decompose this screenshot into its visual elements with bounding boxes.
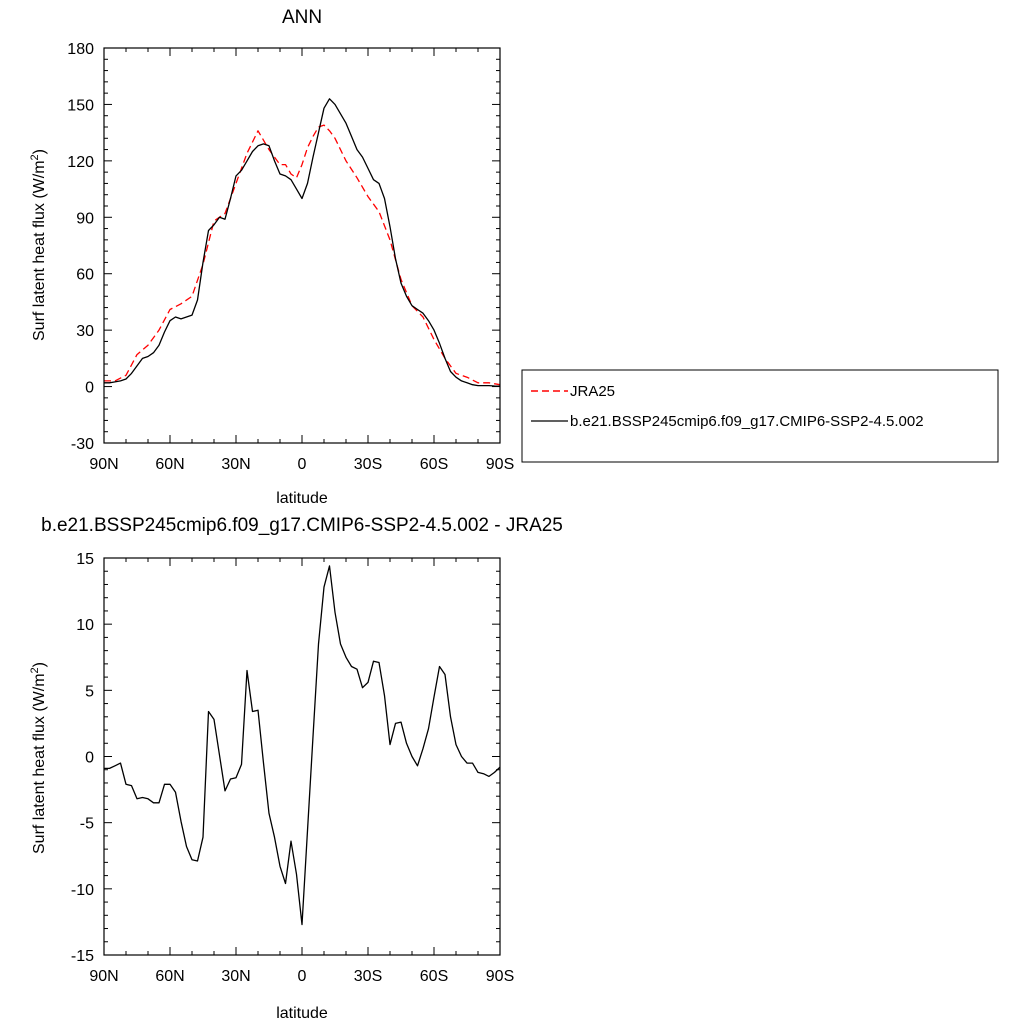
x-axis-title: latitude <box>276 490 328 507</box>
series-line-2 <box>104 98 501 387</box>
y-tick-label: 180 <box>67 41 94 58</box>
y-axis-title: Surf latent heat flux (W/m2) <box>29 662 48 854</box>
panel-ann: ANN latitude Surf latent heat flux (W/m2… <box>29 7 999 507</box>
plot-lines <box>104 565 501 926</box>
y-tick-label: -10 <box>71 882 94 899</box>
x-tick-label: 0 <box>298 968 307 985</box>
y-axis-title-sup: 2 <box>29 154 41 160</box>
y-tick-label: 0 <box>85 380 94 397</box>
chart-title: ANN <box>282 7 322 28</box>
series-line-1 <box>104 124 501 386</box>
y-tick-label: -30 <box>71 436 94 453</box>
y-axis-title: Surf latent heat flux (W/m2) <box>29 149 48 341</box>
x-tick-label: 90N <box>89 456 118 473</box>
x-tick-label: 90S <box>486 968 514 985</box>
x-tick-label: 60N <box>155 968 184 985</box>
x-tick-label: 60S <box>420 456 448 473</box>
y-tick-label: -5 <box>80 816 94 833</box>
y-axis-title-sup: 2 <box>29 667 41 673</box>
plot-frame <box>103 47 501 444</box>
plot-frame <box>103 557 501 956</box>
y-axis-title-main: Surf latent heat flux (W/m <box>31 673 48 854</box>
series-line-1 <box>104 565 501 926</box>
panel-diff: b.e21.BSSP245cmip6.f09_g17.CMIP6-SSP2-4.… <box>29 515 563 1022</box>
axis-ticks: 90N 60N 30N 0 30S 60S 90S -15 -10 -5 0 5 10 15 <box>71 551 514 985</box>
y-tick-label: 120 <box>67 154 94 171</box>
y-tick-label: 90 <box>76 210 94 227</box>
x-tick-label: 60S <box>420 968 448 985</box>
y-tick-label: 150 <box>67 97 94 114</box>
y-tick-label: 0 <box>85 750 94 767</box>
x-tick-label: 30S <box>354 456 382 473</box>
x-tick-label: 30S <box>354 968 382 985</box>
y-tick-label: -15 <box>71 948 94 965</box>
chart-title: b.e21.BSSP245cmip6.f09_g17.CMIP6-SSP2-4.… <box>41 515 563 536</box>
axis-ticks: 90N 60N 30N 0 30S 60S 90S -30 0 30 60 90 120 150 180 <box>67 41 514 473</box>
y-axis-title-main: Surf latent heat flux (W/m <box>31 160 48 341</box>
y-tick-label: 30 <box>76 323 94 340</box>
legend-label-jra25: JRA25 <box>570 383 615 400</box>
x-tick-label: 60N <box>155 456 184 473</box>
legend-label-model: b.e21.BSSP245cmip6.f09_g17.CMIP6-SSP2-4.… <box>570 413 924 430</box>
x-tick-label: 90S <box>486 456 514 473</box>
x-axis-title: latitude <box>276 1005 328 1022</box>
legend: JRA25 b.e21.BSSP245cmip6.f09_g17.CMIP6-S… <box>521 369 999 463</box>
x-tick-label: 30N <box>221 456 250 473</box>
y-tick-label: 60 <box>76 267 94 284</box>
y-tick-label: 15 <box>76 551 94 568</box>
y-axis-title-close: ) <box>31 662 48 667</box>
y-axis-title-close: ) <box>31 149 48 154</box>
legend-box <box>521 369 999 463</box>
x-tick-label: 30N <box>221 968 250 985</box>
x-tick-label: 0 <box>298 456 307 473</box>
y-tick-label: 10 <box>76 617 94 634</box>
x-tick-label: 90N <box>89 968 118 985</box>
y-tick-label: 5 <box>85 683 94 700</box>
plot-lines <box>104 98 501 387</box>
